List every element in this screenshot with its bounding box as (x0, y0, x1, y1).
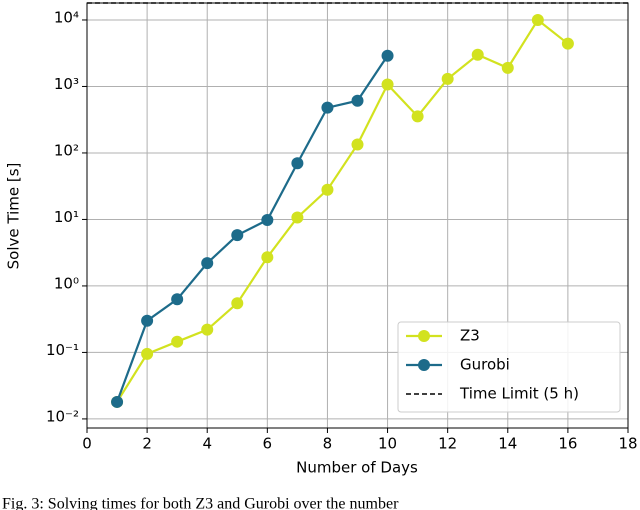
x-tick-label: 0 (82, 435, 92, 453)
x-tick-label: 12 (438, 435, 457, 453)
point (321, 101, 334, 114)
series-line (116, 18, 569, 403)
y-tick-label: 10⁰ (54, 274, 79, 292)
point (321, 183, 334, 196)
x-tick-label: 6 (263, 435, 273, 453)
x-tick-label: 14 (498, 435, 517, 453)
y-tick-label: 10³ (54, 75, 79, 93)
y-tick-label: 10⁴ (54, 8, 79, 26)
point (381, 78, 394, 91)
plot-frame (86, 2, 629, 429)
point (261, 214, 274, 227)
legend-marker (418, 359, 430, 371)
point (231, 297, 244, 310)
point (531, 13, 544, 26)
point (141, 347, 154, 360)
point (261, 251, 274, 264)
legend-label: Z3 (460, 327, 480, 345)
point (351, 138, 364, 151)
series-line (116, 55, 389, 403)
point (441, 72, 454, 85)
legend-marker (418, 330, 430, 342)
legend-box (397, 321, 621, 413)
point (411, 110, 424, 123)
y-tick-label: 10⁻¹ (46, 341, 79, 359)
x-tick-label: 8 (323, 435, 333, 453)
legend-label: Gurobi (460, 356, 510, 374)
y-axis-label: Solve Time [s] (5, 163, 23, 270)
point (171, 293, 184, 306)
point (561, 37, 574, 50)
x-axis-label: Number of Days (296, 459, 418, 477)
point (201, 323, 214, 336)
caption: Fig. 3: Solving times for both Z3 and Gu… (2, 496, 399, 510)
x-tick-label: 4 (202, 435, 212, 453)
x-tick-label: 2 (142, 435, 152, 453)
point (111, 395, 124, 408)
point (291, 211, 304, 224)
point (351, 94, 364, 107)
point (141, 314, 154, 327)
point (291, 157, 304, 170)
point (501, 61, 514, 74)
legend-label: Time Limit (5 h) (459, 385, 579, 403)
x-tick-label: 16 (558, 435, 577, 453)
x-tick-label: 18 (618, 435, 637, 453)
y-tick-label: 10⁻² (46, 407, 79, 425)
point (171, 335, 184, 348)
y-tick-label: 10² (54, 141, 79, 159)
y-tick-label: 10¹ (54, 208, 79, 226)
point (381, 49, 394, 62)
x-tick-label: 10 (378, 435, 397, 453)
point (231, 229, 244, 242)
point (471, 48, 484, 61)
point (201, 257, 214, 270)
